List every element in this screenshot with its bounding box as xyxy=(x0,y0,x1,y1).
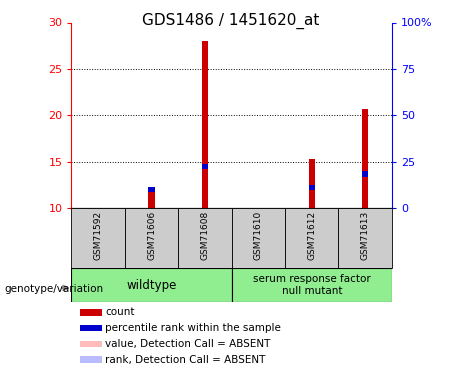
Text: value, Detection Call = ABSENT: value, Detection Call = ABSENT xyxy=(106,339,271,349)
Bar xyxy=(80,325,101,332)
Text: serum response factor
null mutant: serum response factor null mutant xyxy=(253,274,371,296)
Text: wildtype: wildtype xyxy=(126,279,177,291)
Text: GSM71592: GSM71592 xyxy=(94,211,103,260)
Bar xyxy=(362,171,368,177)
Text: count: count xyxy=(106,308,135,317)
Bar xyxy=(202,164,208,169)
Bar xyxy=(148,188,155,208)
Bar xyxy=(231,268,392,302)
Bar xyxy=(71,268,231,302)
Bar xyxy=(80,340,101,347)
Bar xyxy=(231,208,285,268)
Bar xyxy=(285,208,338,268)
Text: rank, Detection Call = ABSENT: rank, Detection Call = ABSENT xyxy=(106,355,266,364)
Text: genotype/variation: genotype/variation xyxy=(5,284,104,294)
Bar xyxy=(71,208,125,268)
Bar xyxy=(178,208,231,268)
Bar xyxy=(148,187,155,192)
Text: GDS1486 / 1451620_at: GDS1486 / 1451620_at xyxy=(142,13,319,29)
Bar xyxy=(125,208,178,268)
Bar xyxy=(202,41,208,208)
Text: GSM71608: GSM71608 xyxy=(201,211,209,260)
Bar xyxy=(362,109,368,208)
Text: GSM71612: GSM71612 xyxy=(307,211,316,260)
Text: GSM71613: GSM71613 xyxy=(361,211,370,260)
Text: GSM71610: GSM71610 xyxy=(254,211,263,260)
Bar xyxy=(80,356,101,363)
Bar xyxy=(308,159,315,208)
Bar xyxy=(338,208,392,268)
Bar xyxy=(80,309,101,316)
Bar xyxy=(308,185,315,190)
Text: GSM71606: GSM71606 xyxy=(147,211,156,260)
Text: percentile rank within the sample: percentile rank within the sample xyxy=(106,323,281,333)
